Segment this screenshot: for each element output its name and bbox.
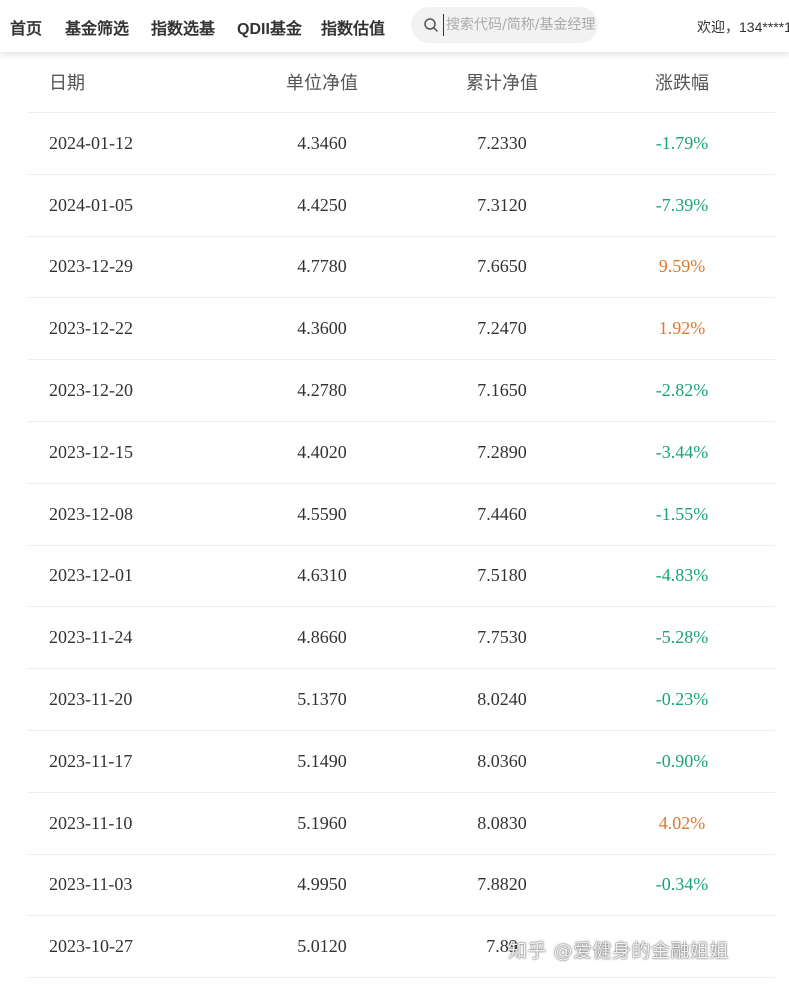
cell-change: 1.92% (658, 318, 706, 339)
cell-change: -0.90% (655, 750, 709, 771)
cell-date: 2023-12-08 (49, 503, 133, 524)
cell-unit-nav: 4.4020 (297, 441, 347, 462)
cell-change: -1.55% (655, 503, 709, 524)
cell-accumulated-nav: 8.0240 (477, 689, 527, 710)
nav-item-home[interactable]: 首页 (10, 21, 43, 38)
table-row: 2023-11-20 5.1370 8.0240 -0.23% (27, 669, 775, 731)
cell-unit-nav: 4.4250 (297, 194, 347, 215)
cell-unit-nav: 4.8660 (297, 627, 347, 648)
cell-accumulated-nav: 7.4460 (477, 503, 527, 524)
cell-date: 2023-12-01 (49, 565, 133, 586)
table-row: 2023-11-10 5.1960 8.0830 4.02% (27, 793, 775, 855)
table-row: 2023-11-03 4.9950 7.8820 -0.34% (27, 855, 775, 917)
cell-unit-nav: 4.3460 (297, 132, 347, 153)
nav-history-table: 日期 单位净值 累计净值 涨跌幅 2024-01-12 4.3460 7.2330 -… (27, 52, 775, 979)
header-date: 日期 (49, 73, 85, 94)
cell-accumulated-nav: 7.5180 (477, 565, 527, 586)
table-row: 2023-11-24 4.8660 7.7530 -5.28% (27, 607, 775, 670)
nav-item-index-fund-select[interactable]: 指数选基 (151, 21, 216, 38)
cell-change: -0.34% (655, 874, 709, 895)
cell-change: -2.82% (655, 380, 709, 401)
cell-unit-nav: 5.1490 (297, 750, 347, 771)
search-box[interactable] (411, 7, 598, 43)
cell-date: 2023-12-20 (49, 380, 133, 401)
cell-date: 2023-11-17 (49, 750, 133, 771)
cell-unit-nav: 4.7780 (297, 256, 347, 277)
cell-date: 2024-01-05 (49, 194, 133, 215)
cell-accumulated-nav: 7.7530 (477, 627, 527, 648)
cell-change: 9.59% (658, 256, 706, 277)
cell-unit-nav: 5.1370 (297, 689, 347, 710)
cell-date: 2023-10-27 (49, 936, 133, 957)
cell-change: -7.39% (655, 194, 709, 215)
search-input[interactable] (443, 14, 596, 36)
cell-date: 2023-11-24 (49, 627, 133, 648)
cell-accumulated-nav: 7.8820 (477, 874, 527, 895)
table-row: 2023-12-22 4.3600 7.2470 1.92% (27, 298, 775, 361)
welcome-user[interactable]: 欢迎，134****1 (697, 19, 789, 35)
nav-item-qdii-fund[interactable]: QDII基金 (237, 21, 302, 38)
search-icon[interactable] (423, 17, 439, 33)
nav-item-fund-screener[interactable]: 基金筛选 (65, 21, 130, 38)
cell-change: -5.28% (655, 627, 709, 648)
cell-unit-nav: 4.3600 (297, 318, 347, 339)
cell-accumulated-nav: 7.89 (486, 936, 518, 957)
cell-date: 2023-12-22 (49, 318, 133, 339)
cell-date: 2023-11-03 (49, 874, 133, 895)
cell-change: -4.83% (655, 565, 709, 586)
table-header-row: 日期 单位净值 累计净值 涨跌幅 (27, 52, 775, 113)
table-row: 2024-01-05 4.4250 7.3120 -7.39% (27, 175, 775, 237)
cell-change: -0.23% (655, 689, 709, 710)
table-row: 2023-12-01 4.6310 7.5180 -4.83% (27, 546, 775, 608)
table-row: 2023-12-20 4.2780 7.1650 -2.82% (27, 360, 775, 422)
table-row: 2023-12-29 4.7780 7.6650 9.59% (27, 237, 775, 299)
cell-accumulated-nav: 7.2470 (477, 318, 527, 339)
nav-item-index-valuation[interactable]: 指数估值 (321, 21, 386, 38)
watermark: 知乎 @爱健身的金融姐姐 (508, 940, 730, 962)
cell-unit-nav: 5.0120 (297, 936, 347, 957)
cell-date: 2023-12-29 (49, 256, 133, 277)
cell-date: 2023-11-20 (49, 689, 133, 710)
cell-change: -1.79% (655, 132, 709, 153)
cell-unit-nav: 4.6310 (297, 565, 347, 586)
cell-accumulated-nav: 8.0830 (477, 812, 527, 833)
cell-unit-nav: 4.5590 (297, 503, 347, 524)
table-row: 2023-12-08 4.5590 7.4460 -1.55% (27, 484, 775, 546)
cell-accumulated-nav: 7.1650 (477, 380, 527, 401)
cell-accumulated-nav: 7.6650 (477, 256, 527, 277)
header-change: 涨跌幅 (655, 73, 709, 94)
cell-accumulated-nav: 7.2330 (477, 132, 527, 153)
cell-date: 2023-12-15 (49, 441, 133, 462)
cell-unit-nav: 4.2780 (297, 380, 347, 401)
table-row: 2023-11-17 5.1490 8.0360 -0.90% (27, 731, 775, 793)
table-body: 2024-01-12 4.3460 7.2330 -1.79% 2024-01-05 4.… (27, 113, 775, 979)
table-row: 2024-01-12 4.3460 7.2330 -1.79% (27, 113, 775, 175)
cell-accumulated-nav: 7.3120 (477, 194, 527, 215)
table-row: 2023-12-15 4.4020 7.2890 -3.44% (27, 422, 775, 484)
table-row: 2023-10-27 5.0120 7.89 (27, 916, 775, 979)
cell-change: 4.02% (658, 812, 706, 833)
cell-date: 2024-01-12 (49, 132, 133, 153)
header-accumulated-nav: 累计净值 (466, 73, 538, 94)
cell-change: -3.44% (655, 441, 709, 462)
cell-unit-nav: 4.9950 (297, 874, 347, 895)
cell-accumulated-nav: 7.2890 (477, 441, 527, 462)
cell-date: 2023-11-10 (49, 812, 133, 833)
cell-accumulated-nav: 8.0360 (477, 750, 527, 771)
top-navbar: 首页 基金筛选 指数选基 QDII基金 指数估值 欢迎，134****1 (0, 0, 789, 52)
header-unit-nav: 单位净值 (286, 73, 358, 94)
cell-unit-nav: 5.1960 (297, 812, 347, 833)
